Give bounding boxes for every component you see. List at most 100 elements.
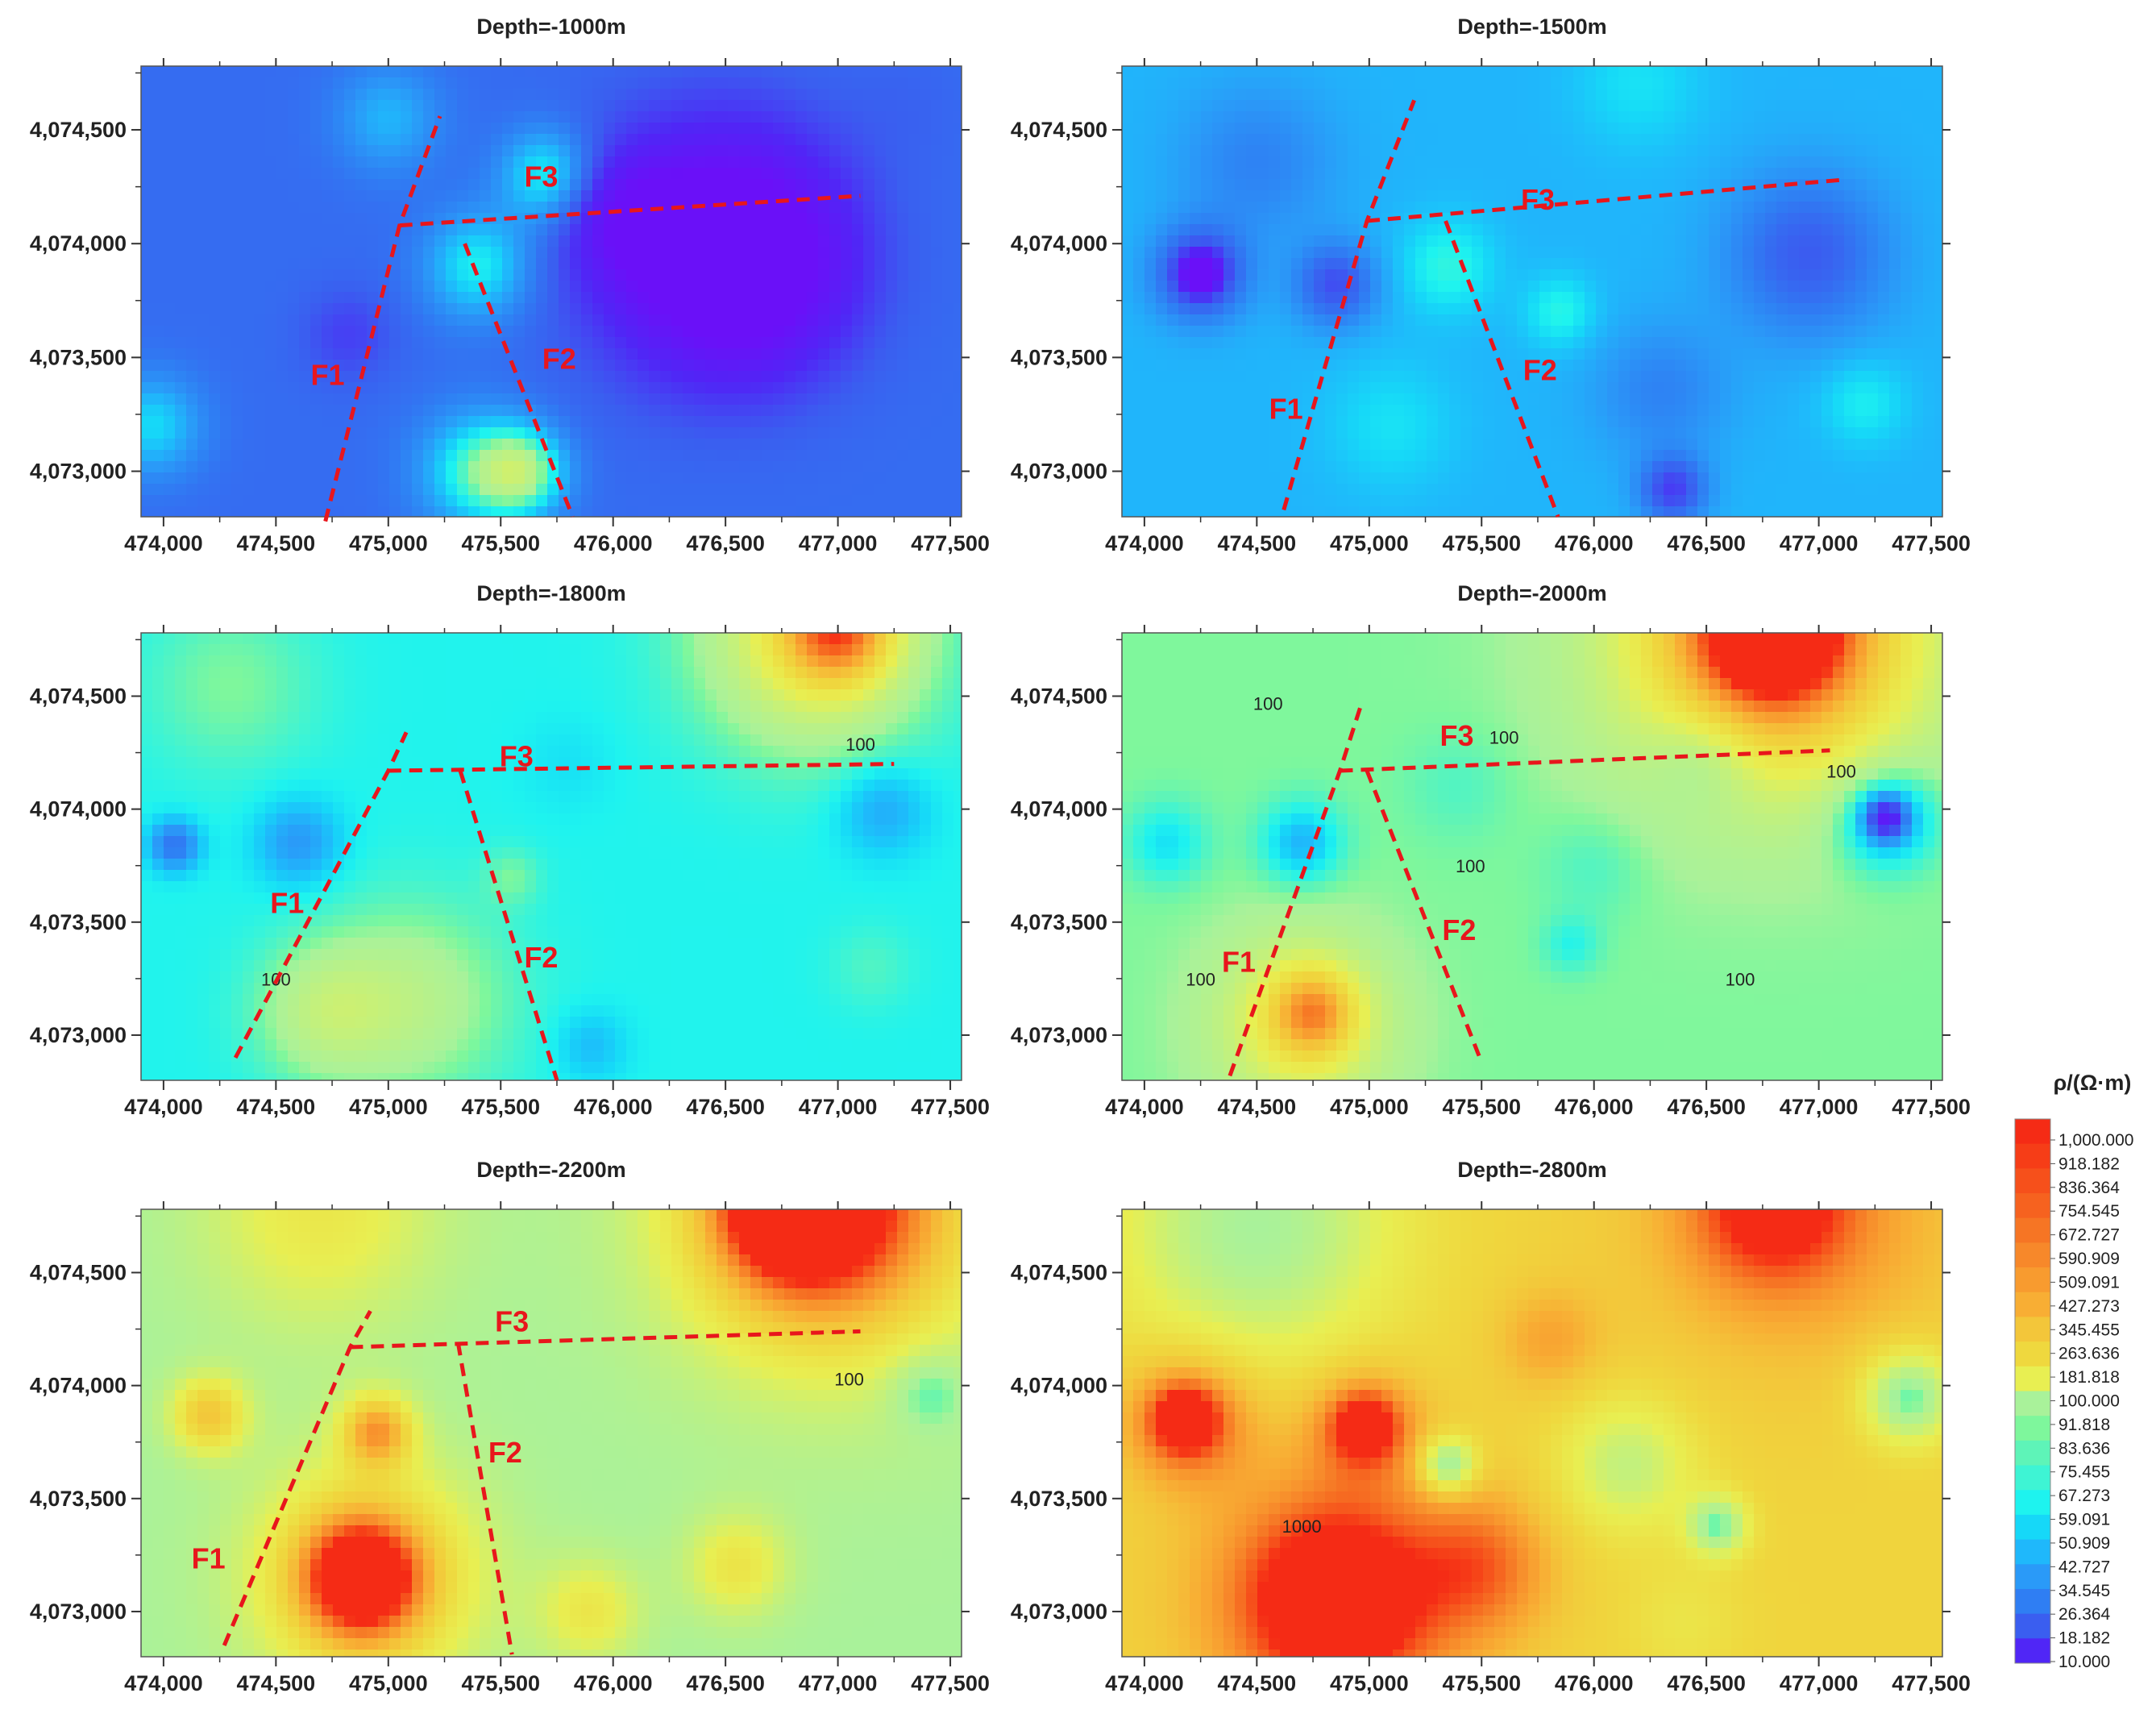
heatmap-cell	[1765, 337, 1777, 349]
heatmap-cell	[344, 123, 356, 135]
heatmap-cell	[412, 100, 424, 112]
heatmap-cell	[705, 416, 717, 428]
heatmap-cell	[1664, 314, 1676, 327]
heatmap-cell	[401, 100, 413, 112]
heatmap-cell	[694, 382, 706, 394]
heatmap-cell	[288, 100, 300, 112]
heatmap-cell	[1280, 145, 1292, 157]
heatmap-cell	[1652, 202, 1664, 214]
heatmap-cell	[705, 326, 717, 338]
heatmap-cell	[1720, 303, 1732, 315]
heatmap-cell	[1178, 66, 1190, 78]
heatmap-cell	[197, 235, 210, 248]
heatmap-cell	[626, 337, 638, 349]
heatmap-cell	[1799, 190, 1811, 202]
heatmap-cell	[525, 472, 537, 485]
heatmap-cell	[908, 439, 920, 451]
heatmap-cell	[1167, 179, 1179, 191]
heatmap-cell	[491, 77, 503, 89]
heatmap-cell	[1472, 145, 1484, 157]
heatmap-cell	[322, 258, 334, 270]
heatmap-cell	[423, 269, 435, 281]
heatmap-cell	[1607, 258, 1619, 270]
heatmap-cell	[886, 427, 898, 439]
heatmap-cell	[1269, 168, 1281, 180]
heatmap-cell	[762, 405, 774, 417]
heatmap-cell	[1901, 213, 1913, 225]
heatmap-cell	[1776, 224, 1788, 236]
heatmap-cell	[1472, 247, 1484, 259]
heatmap-cell	[1528, 326, 1540, 338]
heatmap-cell	[276, 382, 289, 394]
heatmap-cell	[220, 416, 232, 428]
heatmap-cell	[141, 168, 153, 180]
heatmap-cell	[1596, 168, 1608, 180]
heatmap-cell	[739, 292, 751, 304]
heatmap-cell	[694, 393, 706, 406]
heatmap-cell	[660, 439, 672, 451]
heatmap-cell	[1336, 190, 1348, 202]
heatmap-cell	[1528, 224, 1540, 236]
heatmap-cell	[513, 506, 525, 517]
heatmap-cell	[1686, 123, 1698, 135]
heatmap-cell	[897, 506, 909, 517]
heatmap-cell	[1664, 66, 1676, 78]
heatmap-cell	[559, 314, 571, 327]
heatmap-cell	[231, 405, 243, 417]
heatmap-cell	[592, 224, 604, 236]
heatmap-cell	[1156, 190, 1168, 202]
heatmap-cell	[265, 123, 277, 135]
heatmap-cell	[1539, 247, 1552, 259]
heatmap-cell	[1235, 360, 1247, 372]
heatmap-cell	[592, 202, 604, 214]
heatmap-cell	[1336, 213, 1348, 225]
heatmap-cell	[739, 427, 751, 439]
heatmap-cell	[152, 337, 164, 349]
heatmap-cell	[175, 506, 187, 517]
heatmap-cell	[739, 269, 751, 281]
heatmap-cell	[931, 292, 943, 304]
heatmap-cell	[1190, 202, 1202, 214]
heatmap-cell	[1720, 281, 1732, 293]
heatmap-cell	[468, 371, 480, 383]
heatmap-cell	[1494, 213, 1506, 225]
heatmap-cell	[1844, 326, 1856, 338]
heatmap-cell	[739, 66, 751, 78]
heatmap-cell	[1810, 292, 1822, 304]
heatmap-cell	[220, 123, 232, 135]
heatmap-cell	[1314, 168, 1326, 180]
heatmap-cell	[1675, 360, 1687, 372]
heatmap-cell	[243, 461, 255, 473]
heatmap-cell	[1393, 314, 1405, 327]
heatmap-cell	[717, 439, 729, 451]
heatmap-cell	[559, 100, 571, 112]
heatmap-cell	[254, 292, 266, 304]
heatmap-cell	[953, 495, 962, 507]
heatmap-cell	[276, 258, 289, 270]
heatmap-cell	[1381, 292, 1394, 304]
heatmap-cell	[265, 179, 277, 191]
heatmap-cell	[796, 416, 808, 428]
heatmap-cell	[1381, 247, 1394, 259]
heatmap-cell	[1472, 190, 1484, 202]
heatmap-cell	[1156, 303, 1168, 315]
heatmap-cell	[536, 382, 548, 394]
heatmap-cell	[1223, 179, 1236, 191]
heatmap-cell	[491, 156, 503, 168]
heatmap-cell	[197, 405, 210, 417]
heatmap-cell	[243, 100, 255, 112]
heatmap-cell	[480, 461, 492, 473]
heatmap-cell	[559, 77, 571, 89]
heatmap-cell	[953, 427, 962, 439]
heatmap-cell	[953, 247, 962, 259]
heatmap-cell	[367, 179, 379, 191]
heatmap-cell	[1325, 179, 1337, 191]
heatmap-cell	[1765, 360, 1777, 372]
heatmap-cell	[310, 506, 322, 517]
heatmap-cell	[762, 235, 774, 248]
heatmap-cell	[1336, 269, 1348, 281]
heatmap-cell	[513, 77, 525, 89]
x-tick-label: 476,000	[574, 531, 653, 555]
heatmap-cell	[1348, 326, 1360, 338]
heatmap-cell	[1697, 281, 1709, 293]
